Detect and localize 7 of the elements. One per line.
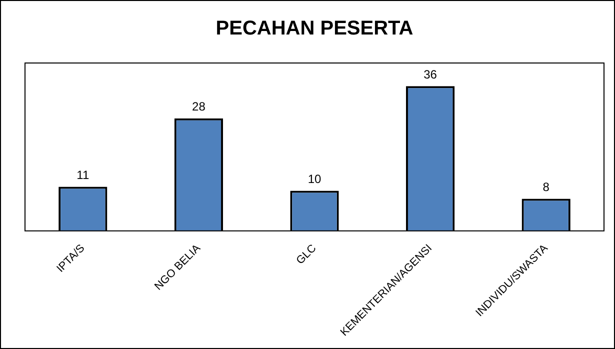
data-label: 36 [424, 67, 438, 82]
data-label: 8 [542, 180, 550, 194]
data-label: 28 [192, 100, 206, 114]
chart-title: PECAHAN PESERTA [216, 18, 414, 40]
x-tick-label: GLC [294, 242, 319, 267]
data-label: 10 [308, 172, 322, 186]
data-label: 11 [76, 168, 90, 182]
